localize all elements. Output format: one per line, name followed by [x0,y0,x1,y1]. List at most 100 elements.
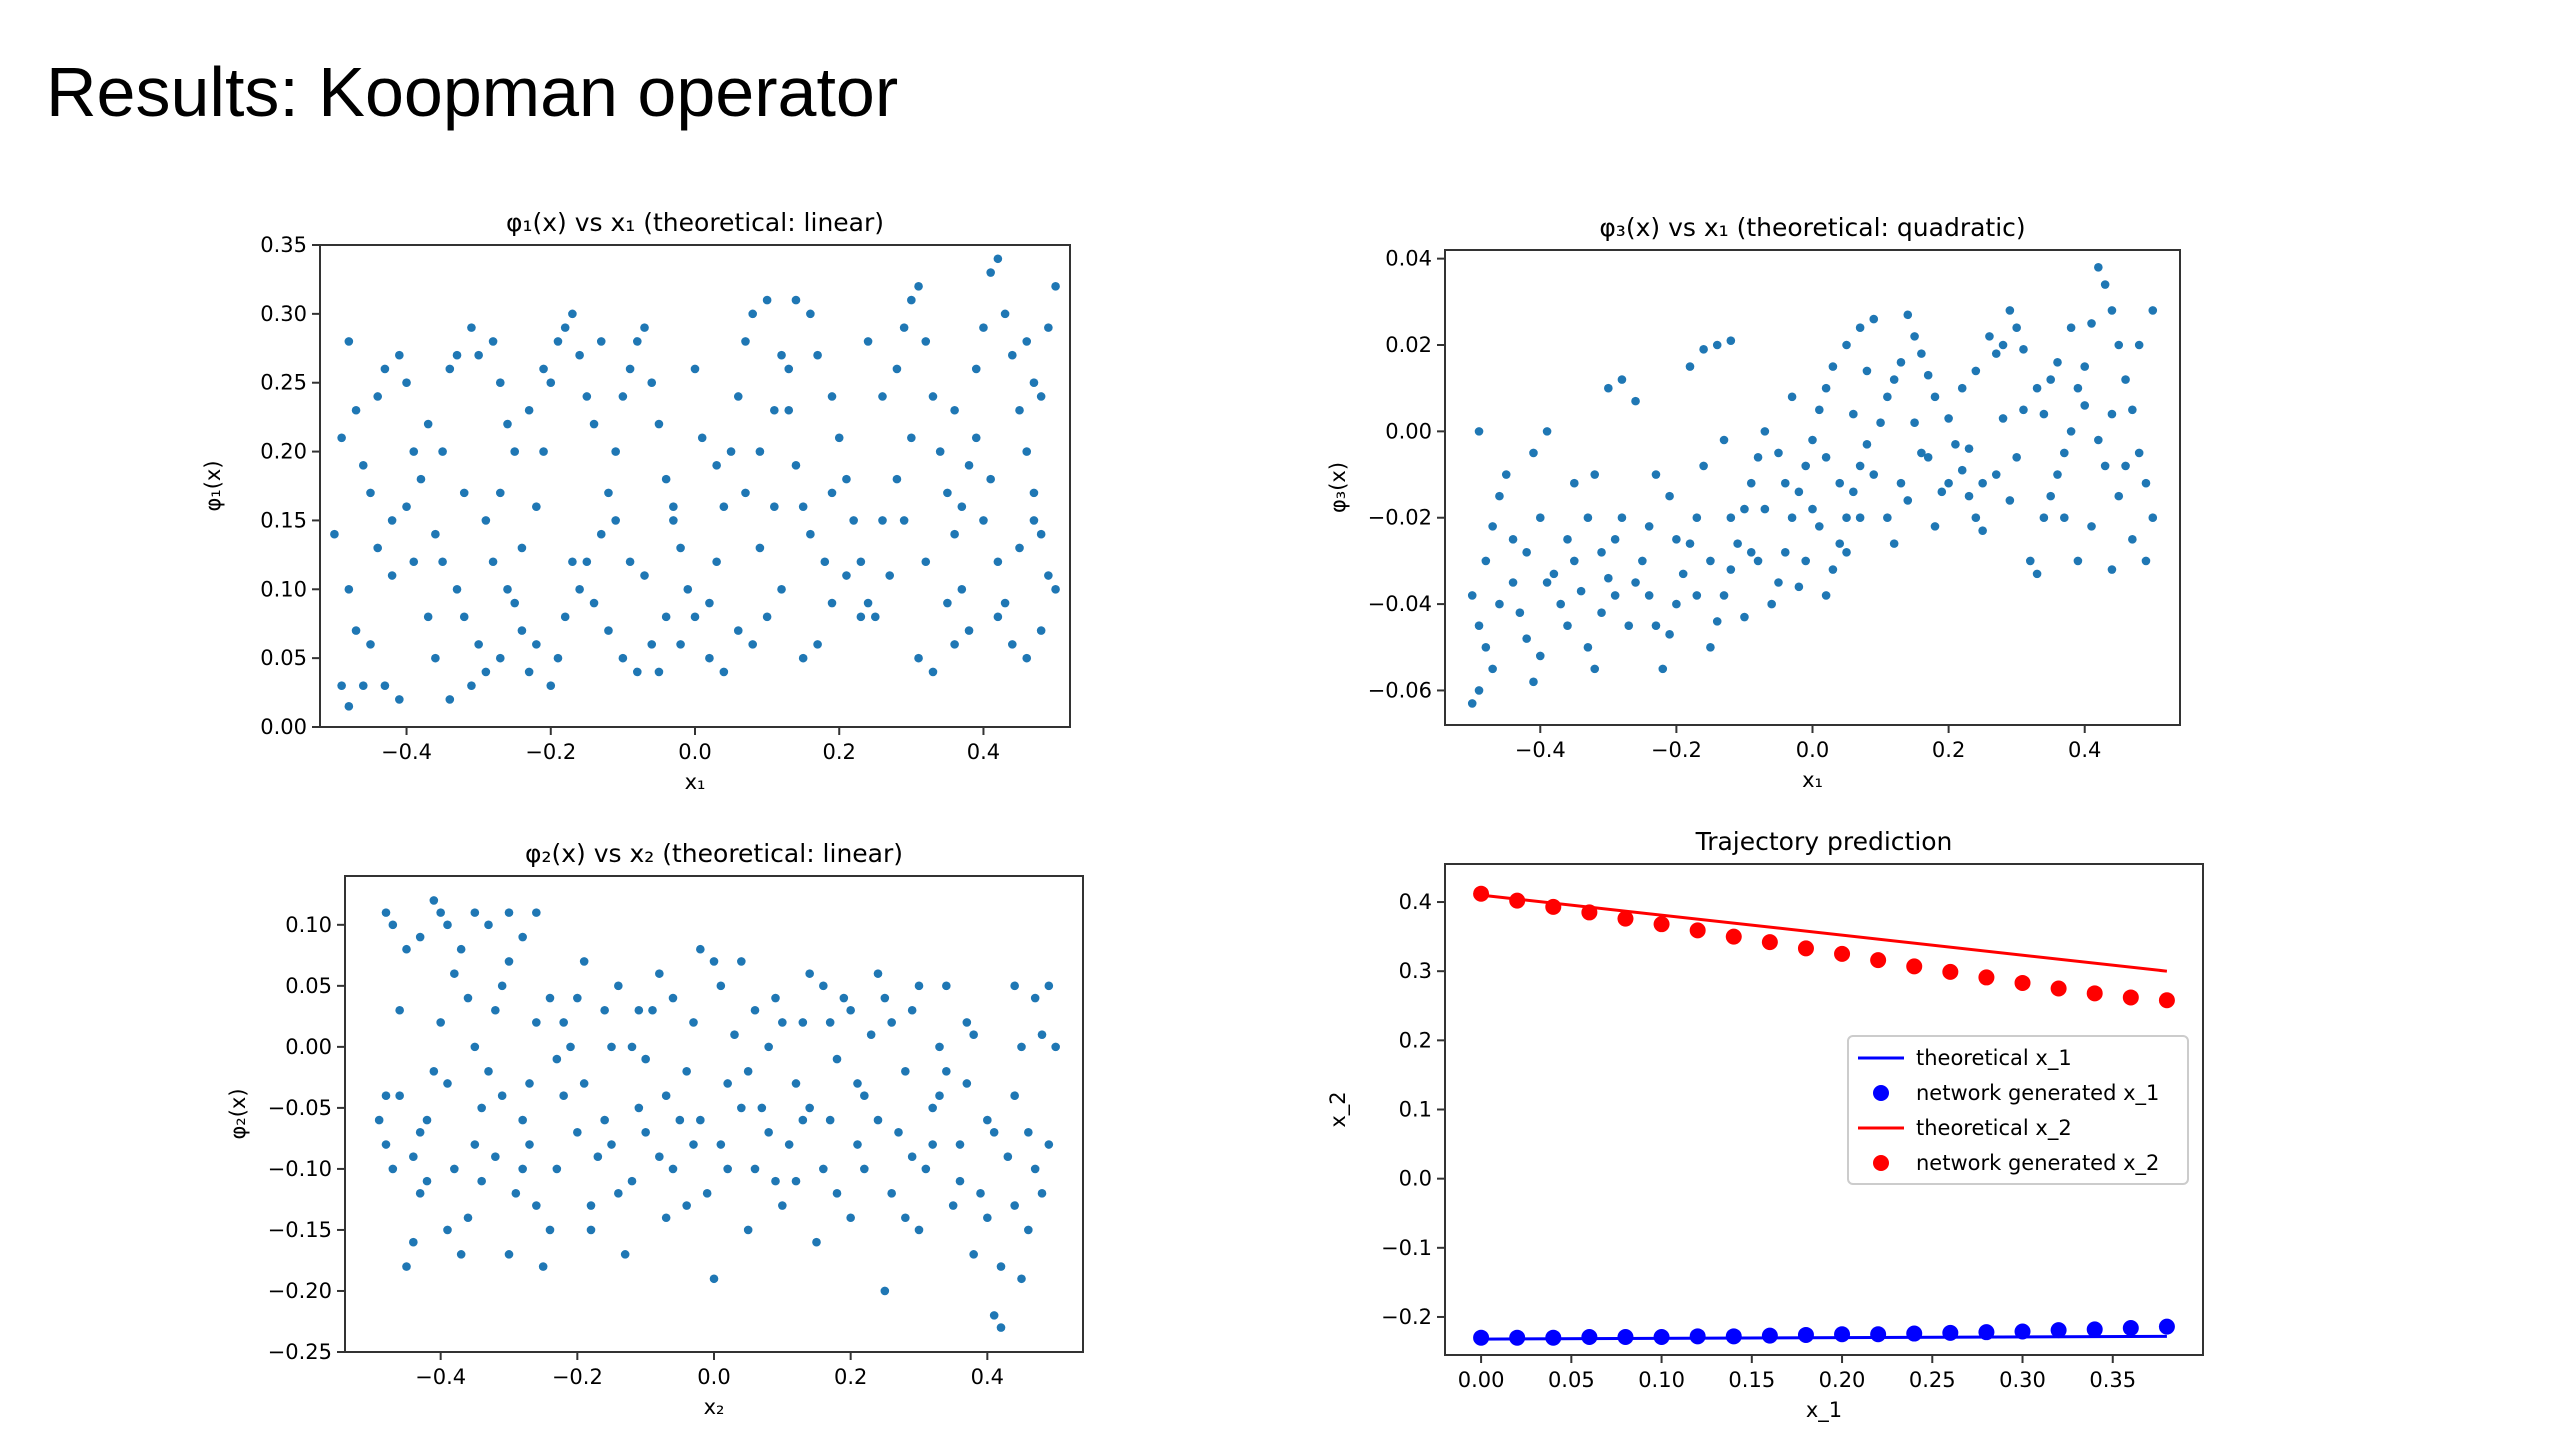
scatter-point [1590,664,1600,674]
scatter-point [504,908,514,917]
scatter-point [488,557,498,567]
scatter-point [600,1005,609,1015]
scatter-point [1467,591,1477,600]
scatter-point [778,1201,787,1210]
scatter-point [705,653,714,663]
scatter-point [611,516,620,525]
scatter-point [395,350,404,360]
scatter-point [812,1237,821,1247]
scatter-point [1474,621,1484,630]
scatter-point [819,1164,828,1174]
scatter-point [986,268,995,277]
scatter-point [993,557,1003,567]
scatter-point [1474,427,1484,436]
scatter-point [737,957,746,966]
scatter-point [539,447,548,456]
scatter-point [2121,461,2130,471]
series-point [1942,1324,1959,1341]
scatter-point [791,461,801,470]
scatter-point [1631,578,1640,587]
scatter-point [438,557,447,567]
scatter-point [1029,378,1039,388]
scatter-point [971,433,981,443]
scatter-point [1488,522,1497,531]
scatter-point [409,447,419,456]
scatter-point [709,957,719,966]
scatter-point [2046,491,2055,501]
scatter-point [928,1140,937,1149]
scatter-point [825,1115,835,1125]
scatter-point [2128,405,2137,415]
scatter-point [452,350,462,360]
scatter-point [589,598,599,608]
scatter-point [750,1164,760,1174]
scatter-point [709,1274,719,1284]
scatter-point [1794,582,1804,592]
scatter-point [2073,383,2083,393]
scatter-point [1821,383,1831,393]
scatter-point [755,447,765,456]
series-point [1581,1329,1598,1346]
scatter-point [813,640,822,649]
x-tick-label: −0.4 [1515,738,1566,762]
scatter-point [463,993,473,1003]
scatter-point [388,1164,398,1174]
series-point [1978,1324,1995,1341]
scatter-point [1726,336,1736,345]
scatter-point [596,337,606,346]
scatter-point [337,681,346,690]
scatter-point [573,993,582,1003]
scatter-point [1022,653,1032,663]
scatter-point [1923,370,1933,380]
scatter-point [1570,556,1579,566]
scatter-point [1610,591,1620,600]
series-point [1942,963,1959,980]
scatter-point [798,1018,808,1027]
scatter-point [532,908,541,917]
scatter-point [1835,539,1845,548]
scatter-point [1051,282,1060,291]
scatter-point [575,350,584,360]
scatter-point [2107,409,2117,419]
x-tick-label: 0.35 [2089,1368,2136,1392]
x-tick-label: 0.0 [1796,738,1829,762]
scatter-point [1862,366,1872,376]
scatter-point [791,295,801,305]
scatter-point [402,944,411,954]
scatter-point [1015,405,1024,415]
scatter-point [1794,487,1804,497]
scatter-point [798,653,808,663]
scatter-point [733,392,743,401]
scatter-point [402,502,411,511]
scatter-point [1971,366,1981,376]
scatter-point [1957,465,1967,475]
scatter-point [901,1213,910,1223]
scatter-point [633,667,642,677]
scatter-point [436,908,445,917]
scatter-point [784,1140,794,1149]
scatter-point [559,1018,568,1027]
scatter-point [2080,362,2090,371]
scatter-point [589,419,599,429]
scatter-point [620,1250,630,1259]
scatter-point [1842,340,1851,350]
scatter-point [764,1128,773,1137]
scatter-point [459,612,469,622]
scatter-point [1978,526,1987,535]
scatter-point [2094,262,2103,272]
scatter-point [495,653,505,663]
scatter-point [1774,448,1783,458]
scatter-point [819,981,828,991]
x-tick-label: 0.2 [1932,738,1965,762]
scatter-point [873,1115,883,1125]
scatter-point [1000,598,1010,608]
scatter-point [1849,487,1858,497]
scatter-point [989,1311,999,1320]
scatter-point [846,1005,855,1015]
scatter-point [2060,448,2069,458]
scatter-point [839,993,849,1003]
y-tick-label: 0.0 [1399,1167,1432,1191]
scatter-point [381,1140,391,1149]
scatter-point [1549,569,1559,579]
scatter-point [1024,1225,1033,1235]
